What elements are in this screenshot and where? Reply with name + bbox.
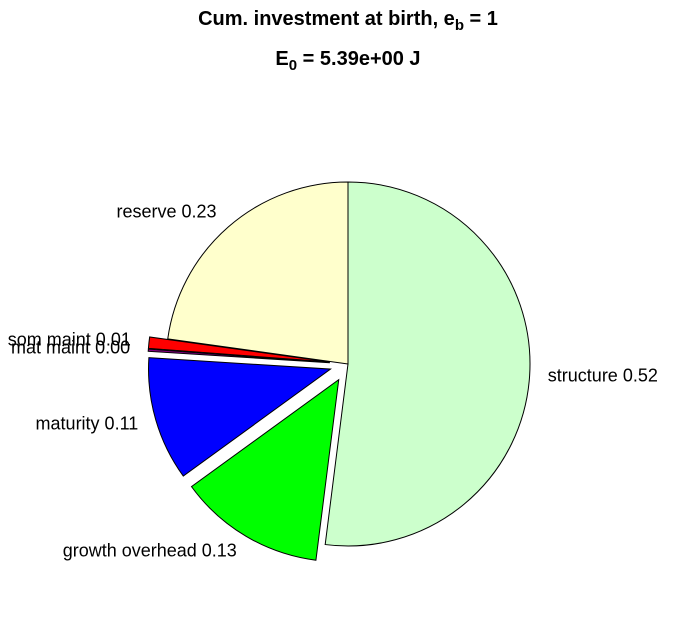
pie-slice [148,357,332,477]
pie-slice [324,181,531,547]
chart-title: Cum. investment at birth, eb = 1 [198,8,498,34]
slice-label: structure 0.52 [548,365,658,385]
subtitle-text: E [275,48,288,70]
slice-label: maturity 0.11 [36,414,139,434]
title-suffix: = 1 [464,8,498,30]
slice-label: growth overhead 0.13 [63,541,237,561]
subtitle-subscript: 0 [289,57,297,74]
slice-label: mat maint 0.00 [11,338,130,358]
title-subscript: b [455,17,464,34]
chart-subtitle: E0 = 5.39e+00 J [275,48,420,74]
pie-slice [147,348,330,364]
subtitle-suffix: = 5.39e+00 J [297,48,420,70]
pie-slice [190,378,340,561]
slice-label: reserve 0.23 [116,202,216,222]
slice-label: som maint 0.01 [8,329,131,349]
pie-slice [147,336,330,363]
title-text: Cum. investment at birth, e [198,8,455,30]
pie-slice [167,181,349,365]
